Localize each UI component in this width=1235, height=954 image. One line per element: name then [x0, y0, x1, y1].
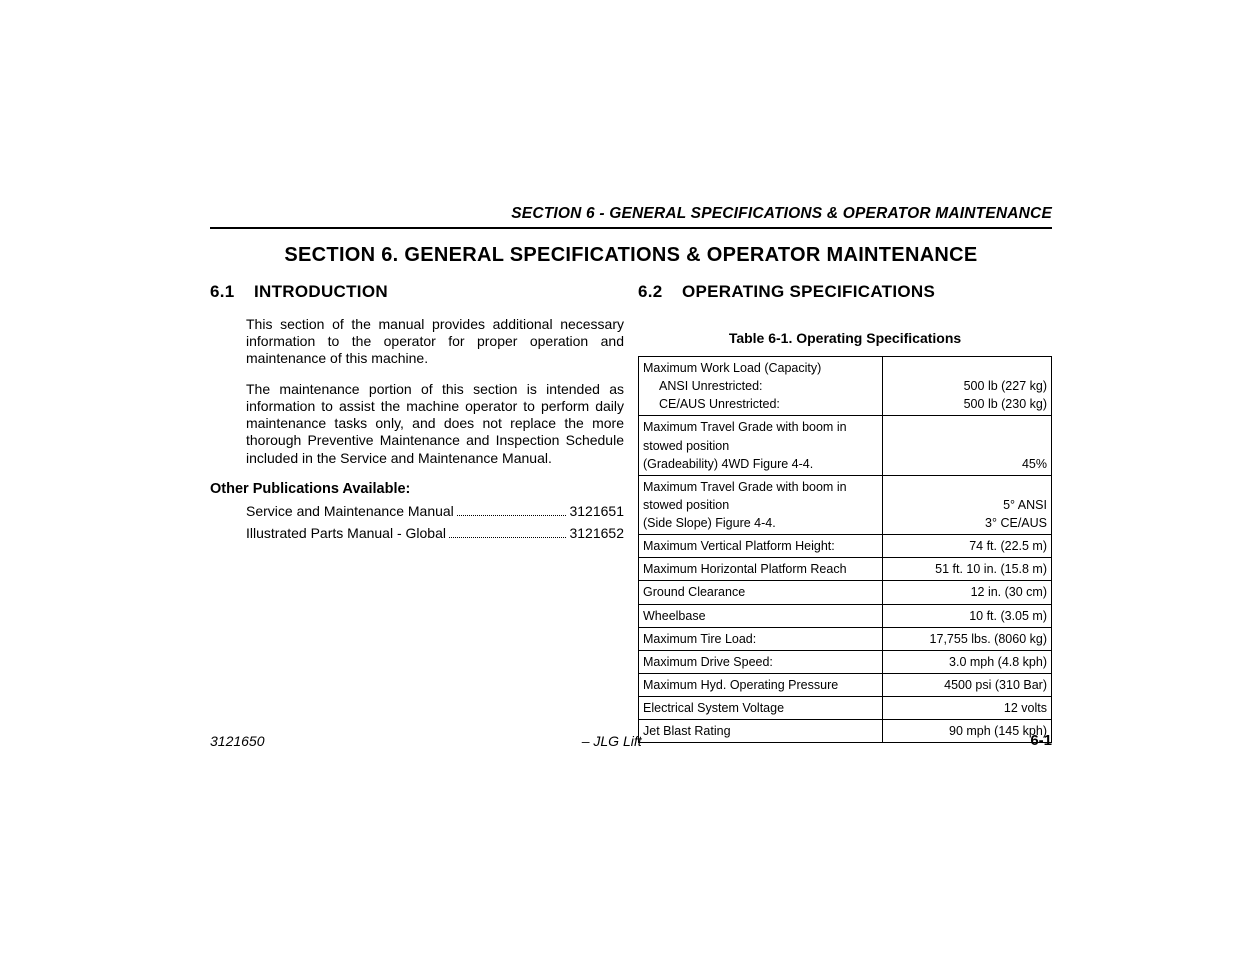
cell-line: Maximum Work Load (Capacity) — [643, 361, 821, 375]
table-row: Electrical System Voltage 12 volts — [639, 697, 1052, 720]
section-title: SECTION 6. GENERAL SPECIFICATIONS & OPER… — [210, 244, 1052, 267]
publication-number: 3121651 — [569, 503, 624, 519]
cell-line: ANSI Unrestricted: — [643, 377, 878, 395]
publication-label: Service and Maintenance Manual — [246, 503, 454, 519]
spec-label-cell: Maximum Horizontal Platform Reach — [639, 558, 883, 581]
footer-page-number: 6-1 — [1030, 732, 1052, 749]
spec-value-cell: 51 ft. 10 in. (15.8 m) — [883, 558, 1052, 581]
spec-value-cell: 5° ANSI 3° CE/AUS — [883, 475, 1052, 534]
spec-label-cell: Maximum Travel Grade with boom in stowed… — [639, 416, 883, 475]
cell-line: CE/AUS Unrestricted: — [643, 395, 878, 413]
specifications-table: Maximum Work Load (Capacity) ANSI Unrest… — [638, 356, 1052, 743]
subheading-publications: Other Publications Available: — [210, 481, 624, 497]
table-row: Ground Clearance 12 in. (30 cm) — [639, 581, 1052, 604]
cell-line: (Side Slope) Figure 4-4. — [643, 516, 776, 530]
heading-text: OPERATING SPECIFICATIONS — [682, 282, 935, 301]
spec-label-cell: Maximum Work Load (Capacity) ANSI Unrest… — [639, 357, 883, 416]
publications-list: Service and Maintenance Manual 3121651 I… — [246, 503, 624, 541]
cell-line: (Gradeability) 4WD Figure 4-4. — [643, 457, 813, 471]
cell-line: 500 lb (227 kg) — [964, 379, 1047, 393]
intro-paragraph-1: This section of the manual provides addi… — [246, 316, 624, 367]
right-column: 6.2OPERATING SPECIFICATIONS Table 6-1. O… — [638, 282, 1052, 743]
spec-label-cell: Wheelbase — [639, 604, 883, 627]
spec-value-cell: 17,755 lbs. (8060 kg) — [883, 627, 1052, 650]
table-row: Maximum Travel Grade with boom in stowed… — [639, 416, 1052, 475]
table-caption: Table 6-1. Operating Specifications — [638, 330, 1052, 346]
spec-label-cell: Electrical System Voltage — [639, 697, 883, 720]
publication-row: Illustrated Parts Manual - Global 312165… — [246, 525, 624, 541]
spec-label-cell: Maximum Vertical Platform Height: — [639, 535, 883, 558]
heading-6-2: 6.2OPERATING SPECIFICATIONS — [638, 282, 1052, 302]
table-row: Wheelbase 10 ft. (3.05 m) — [639, 604, 1052, 627]
table-row: Maximum Travel Grade with boom in stowed… — [639, 475, 1052, 534]
heading-text: INTRODUCTION — [254, 282, 388, 301]
table-row: Maximum Tire Load: 17,755 lbs. (8060 kg) — [639, 627, 1052, 650]
publication-row: Service and Maintenance Manual 3121651 — [246, 503, 624, 519]
heading-number: 6.2 — [638, 282, 682, 302]
spec-value-cell: 12 in. (30 cm) — [883, 581, 1052, 604]
table-row: Maximum Drive Speed: 3.0 mph (4.8 kph) — [639, 650, 1052, 673]
heading-number: 6.1 — [210, 282, 254, 302]
heading-6-1: 6.1INTRODUCTION — [210, 282, 624, 302]
spec-label-cell: Maximum Tire Load: — [639, 627, 883, 650]
spec-value-cell: 45% — [883, 416, 1052, 475]
table-row: Maximum Hyd. Operating Pressure 4500 psi… — [639, 673, 1052, 696]
intro-paragraph-2: The maintenance portion of this section … — [246, 381, 624, 466]
table-row: Maximum Horizontal Platform Reach 51 ft.… — [639, 558, 1052, 581]
leader-dots — [457, 503, 567, 515]
cell-line: 3° CE/AUS — [985, 516, 1047, 530]
spec-value-cell: 10 ft. (3.05 m) — [883, 604, 1052, 627]
cell-line: 5° ANSI — [1003, 498, 1047, 512]
leader-dots — [449, 525, 567, 537]
spec-value-cell: 3.0 mph (4.8 kph) — [883, 650, 1052, 673]
table-row: Maximum Vertical Platform Height: 74 ft.… — [639, 535, 1052, 558]
spec-value-cell: 4500 psi (310 Bar) — [883, 673, 1052, 696]
spec-label-cell: Maximum Hyd. Operating Pressure — [639, 673, 883, 696]
cell-bold: Maximum Travel Grade — [643, 420, 773, 434]
spec-value-cell: 12 volts — [883, 697, 1052, 720]
cell-bold: Maximum Travel Grade — [643, 480, 773, 494]
publication-number: 3121652 — [569, 525, 624, 541]
spec-label-cell: Ground Clearance — [639, 581, 883, 604]
left-column: 6.1INTRODUCTION This section of the manu… — [210, 282, 624, 547]
spec-label-cell: Maximum Drive Speed: — [639, 650, 883, 673]
spec-value-cell: 74 ft. (22.5 m) — [883, 535, 1052, 558]
spec-value-cell: 500 lb (227 kg) 500 lb (230 kg) — [883, 357, 1052, 416]
cell-line: 500 lb (230 kg) — [964, 397, 1047, 411]
table-row: Maximum Work Load (Capacity) ANSI Unrest… — [639, 357, 1052, 416]
running-header: SECTION 6 - GENERAL SPECIFICATIONS & OPE… — [210, 205, 1052, 229]
document-page: SECTION 6 - GENERAL SPECIFICATIONS & OPE… — [0, 0, 1235, 954]
spec-label-cell: Maximum Travel Grade with boom in stowed… — [639, 475, 883, 534]
publication-label: Illustrated Parts Manual - Global — [246, 525, 446, 541]
